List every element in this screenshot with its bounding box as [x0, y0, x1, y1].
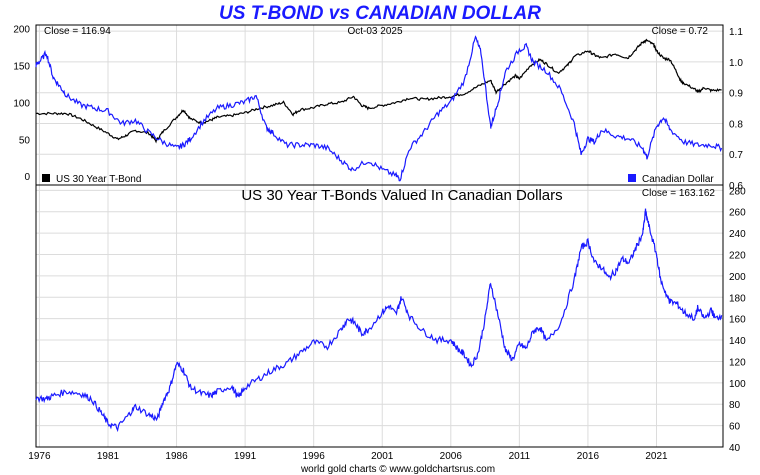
- x-tick-label: 1981: [97, 451, 120, 462]
- top-panel: 0 50 100 150 200 0.6 0.7 0.8 0.9 1.0 1.1 Close = …: [13, 24, 743, 192]
- bottom-right-tick-label: 40: [729, 443, 741, 454]
- x-tick-label: 2001: [371, 451, 394, 462]
- footer-credit: world gold charts © www.goldchartsrus.co…: [300, 464, 495, 475]
- bottom-plot-frame: [35, 184, 724, 448]
- cad-close-label: Close = 0.72: [652, 26, 709, 37]
- x-tick-label: 2021: [645, 451, 668, 462]
- legend-label-tbond: US 30 Year T-Bond: [56, 174, 141, 185]
- x-tick-label: 2016: [577, 451, 600, 462]
- top-left-tick-label: 200: [13, 25, 30, 36]
- series-line-tbond: [35, 38, 722, 144]
- legend-swatch-cad: [628, 174, 636, 182]
- x-tick-label: 1976: [28, 451, 51, 462]
- top-right-tick-label: 0.7: [729, 150, 743, 161]
- bottom-right-tick-label: 120: [729, 357, 746, 368]
- top-left-tick-label: 0: [24, 172, 30, 183]
- date-label: Oct-03 2025: [347, 26, 402, 37]
- chart-title: US T-BOND vs CANADIAN DOLLAR: [219, 3, 541, 24]
- bottom-right-tick-label: 80: [729, 400, 741, 411]
- bottom-right-tick-label: 200: [729, 272, 746, 283]
- x-tick-label: 1986: [165, 451, 188, 462]
- bottom-right-tick-label: 220: [729, 251, 746, 262]
- top-right-tick-label: 1.0: [729, 58, 743, 69]
- bottom-right-tick-label: 140: [729, 336, 746, 347]
- bottom-panel: 40 60 80 100 120 140 160 180 200 220 240 260 280 US …: [35, 184, 746, 454]
- x-tick-label: 2011: [509, 451, 531, 462]
- top-right-tick-label: 0.8: [729, 119, 743, 130]
- top-left-tick-label: 100: [13, 98, 30, 109]
- bottom-panel-title: US 30 Year T-Bonds Valued In Canadian Do…: [241, 187, 562, 204]
- top-left-tick-label: 150: [13, 62, 30, 73]
- top-left-tick-label: 50: [19, 135, 31, 146]
- series-line-tbond-in-cad: [35, 208, 723, 433]
- x-tick-label: 1996: [303, 451, 326, 462]
- series-line-cad: [35, 35, 723, 182]
- top-right-tick-label: 1.1: [729, 27, 743, 38]
- bottom-right-tick-label: 280: [729, 186, 746, 197]
- bottom-right-tick-label: 240: [729, 229, 746, 240]
- bottom-right-tick-label: 160: [729, 315, 746, 326]
- bottom-right-tick-label: 180: [729, 293, 746, 304]
- legend-label-cad: Canadian Dollar: [642, 174, 714, 185]
- tbond-close-label: Close = 116.94: [44, 26, 111, 37]
- x-tick-label: 1991: [234, 451, 257, 462]
- bottom-right-tick-label: 260: [729, 208, 746, 219]
- bottom-right-tick-label: 100: [729, 379, 746, 390]
- top-right-tick-label: 0.6: [729, 181, 743, 192]
- bottom-right-tick-label: 60: [729, 422, 741, 433]
- x-axis: 1976 1981 1986 1991 1996 2001 2006 2011 2016 2021: [28, 451, 668, 462]
- x-tick-label: 2006: [440, 451, 463, 462]
- ratio-close-label: Close = 163.162: [642, 188, 716, 199]
- top-right-tick-label: 0.9: [729, 89, 743, 100]
- legend-swatch-tbond: [42, 174, 50, 182]
